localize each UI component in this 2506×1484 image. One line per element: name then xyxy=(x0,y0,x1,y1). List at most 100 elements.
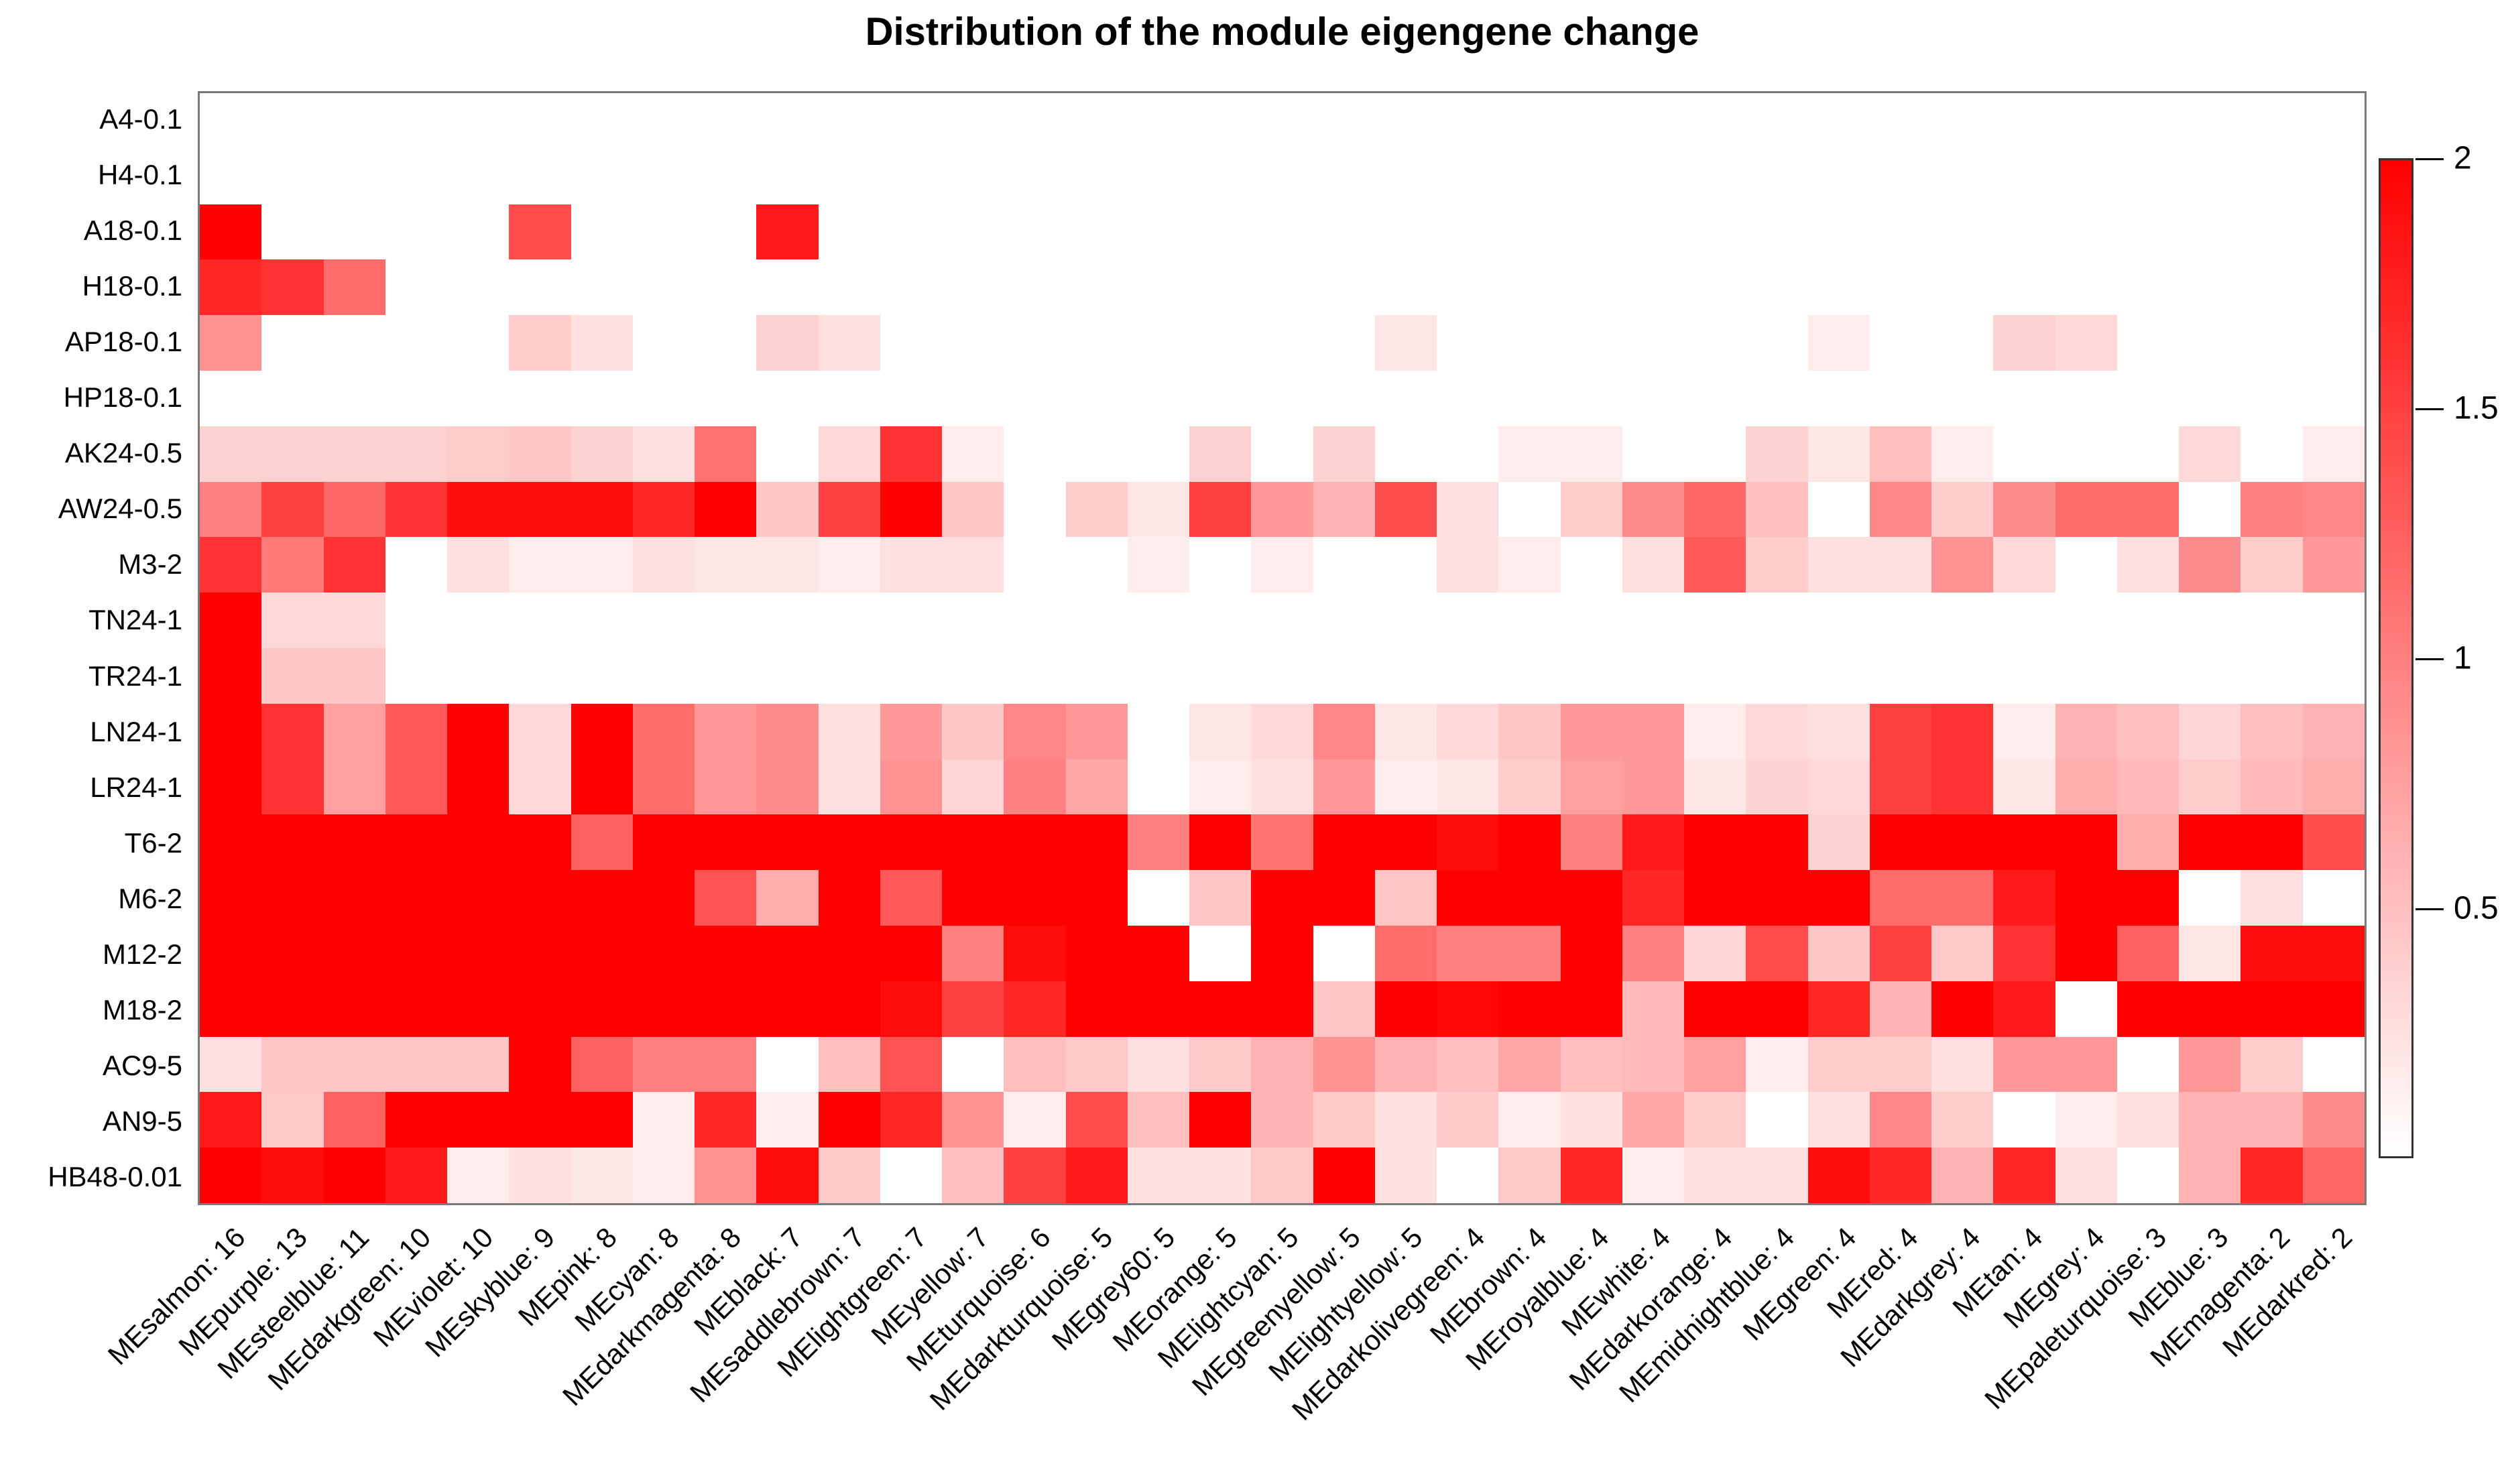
heatmap-cell xyxy=(1313,814,1375,871)
heatmap-cell xyxy=(942,1036,1004,1093)
heatmap-cell xyxy=(385,1148,448,1203)
heatmap-cell xyxy=(1560,315,1622,371)
heatmap-cell xyxy=(1931,371,1994,426)
heatmap-cell xyxy=(1931,926,1994,981)
heatmap-cell xyxy=(1313,759,1375,815)
heatmap-cell xyxy=(1437,481,1499,538)
heatmap-cell xyxy=(880,814,943,871)
heatmap-cell xyxy=(2302,1036,2365,1093)
heatmap-cell xyxy=(1684,371,1746,426)
heatmap-cell xyxy=(756,1148,819,1203)
heatmap-cell xyxy=(1560,204,1622,260)
heatmap-cell xyxy=(509,259,571,316)
heatmap-cell xyxy=(1993,259,2055,316)
heatmap-cell xyxy=(2302,204,2365,260)
heatmap-cell xyxy=(1622,371,1685,426)
heatmap-cell xyxy=(1065,204,1128,260)
heatmap-cell xyxy=(1251,426,1313,482)
heatmap-cell xyxy=(447,204,510,260)
heatmap-cell xyxy=(1374,1092,1437,1148)
heatmap-cell xyxy=(1374,759,1437,815)
heatmap-cell xyxy=(1313,1036,1375,1093)
heatmap-cell xyxy=(1313,481,1375,538)
heatmap-cell xyxy=(1684,537,1746,593)
heatmap-cell xyxy=(1313,93,1375,149)
heatmap-cell xyxy=(1374,703,1437,759)
heatmap-cell xyxy=(756,1092,819,1148)
heatmap-cell xyxy=(571,1148,633,1203)
heatmap-cell xyxy=(1189,315,1252,371)
heatmap-cell xyxy=(1807,926,1870,981)
heatmap-cell xyxy=(818,371,880,426)
heatmap-cell xyxy=(1127,981,1190,1037)
heatmap-cell xyxy=(1004,759,1066,815)
heatmap-cell xyxy=(1993,315,2055,371)
heatmap-cell xyxy=(1869,981,1932,1037)
heatmap-cell xyxy=(2241,926,2303,981)
heatmap-cell xyxy=(1684,1092,1746,1148)
heatmap-cell xyxy=(756,593,819,648)
heatmap-cell xyxy=(1622,759,1685,815)
heatmap-cell xyxy=(1869,1036,1932,1093)
heatmap-cell xyxy=(1189,259,1252,316)
heatmap-cell xyxy=(571,148,633,204)
heatmap-cell xyxy=(880,93,943,149)
heatmap-cell xyxy=(1437,204,1499,260)
heatmap-cell xyxy=(1931,759,1994,815)
heatmap-cell xyxy=(509,981,571,1037)
heatmap-cell xyxy=(261,204,324,260)
heatmap-cell xyxy=(1622,259,1685,316)
heatmap-cell xyxy=(261,148,324,204)
heatmap-cell xyxy=(1560,371,1622,426)
heatmap-cell xyxy=(1807,1092,1870,1148)
heatmap-cell xyxy=(632,981,695,1037)
heatmap-cell xyxy=(1065,1092,1128,1148)
heatmap-plot-area xyxy=(198,91,2367,1205)
heatmap-cell xyxy=(818,93,880,149)
heatmap-cell xyxy=(1622,648,1685,704)
heatmap-cell xyxy=(1746,93,1808,149)
heatmap-cell xyxy=(632,648,695,704)
heatmap-cell xyxy=(385,371,448,426)
heatmap-cell xyxy=(447,481,510,538)
heatmap-cell xyxy=(571,204,633,260)
heatmap-cell xyxy=(1313,593,1375,648)
heatmap-cell xyxy=(261,315,324,371)
heatmap-cell xyxy=(571,1092,633,1148)
heatmap-cell xyxy=(1251,703,1313,759)
heatmap-cell xyxy=(1869,870,1932,926)
heatmap-cell xyxy=(1746,148,1808,204)
heatmap-cell xyxy=(323,148,385,204)
heatmap-cell xyxy=(1313,315,1375,371)
heatmap-cell xyxy=(2055,926,2117,981)
heatmap-cell xyxy=(1189,148,1252,204)
heatmap-cell xyxy=(942,870,1004,926)
heatmap-cell xyxy=(818,593,880,648)
heatmap-cell xyxy=(1313,204,1375,260)
heatmap-cell xyxy=(509,315,571,371)
heatmap-cell xyxy=(2302,648,2365,704)
heatmap-cell xyxy=(261,593,324,648)
heatmap-cell xyxy=(1004,1092,1066,1148)
row-label: M12-2 xyxy=(102,938,182,971)
heatmap-cell xyxy=(1498,926,1561,981)
heatmap-cell xyxy=(1560,926,1622,981)
heatmap-cell xyxy=(2302,759,2365,815)
heatmap-cell xyxy=(1374,537,1437,593)
heatmap-cell xyxy=(2241,1036,2303,1093)
heatmap-cell xyxy=(509,759,571,815)
heatmap-cell xyxy=(2116,1036,2180,1093)
heatmap-cell xyxy=(447,981,510,1037)
heatmap-cell xyxy=(756,814,819,871)
heatmap-cell xyxy=(1251,759,1313,815)
heatmap-cell xyxy=(1498,204,1561,260)
heatmap-cell xyxy=(1004,1036,1066,1093)
heatmap-cell xyxy=(509,148,571,204)
heatmap-cell xyxy=(1807,814,1870,871)
colorbar-tick xyxy=(2415,658,2444,660)
heatmap-cell xyxy=(1684,1148,1746,1203)
heatmap-cell xyxy=(1127,93,1190,149)
heatmap-cell xyxy=(695,1092,757,1148)
heatmap-cell xyxy=(2055,981,2117,1037)
heatmap-cell xyxy=(1622,537,1685,593)
